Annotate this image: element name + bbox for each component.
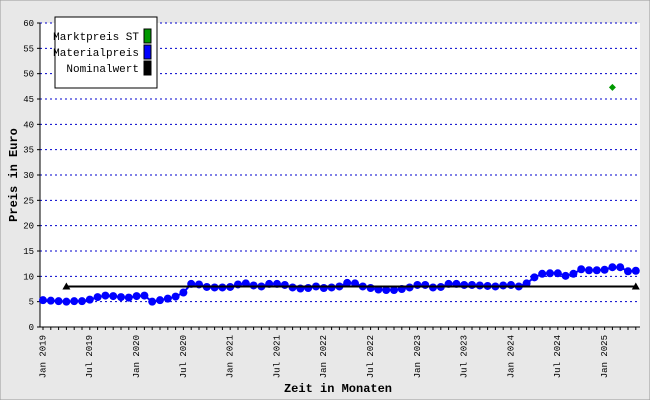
data-point bbox=[280, 280, 289, 289]
data-point bbox=[475, 281, 484, 290]
y-tick-label: 50 bbox=[23, 70, 34, 80]
legend-swatch bbox=[143, 44, 152, 60]
data-point bbox=[382, 286, 391, 295]
data-point bbox=[507, 280, 515, 289]
data-point bbox=[319, 283, 328, 292]
data-point bbox=[148, 297, 157, 306]
data-point bbox=[249, 281, 258, 290]
y-tick-label: 5 bbox=[29, 298, 34, 308]
data-point bbox=[241, 279, 250, 288]
data-point bbox=[93, 293, 102, 302]
data-point bbox=[631, 266, 640, 275]
legend-box bbox=[54, 16, 158, 89]
data-point bbox=[171, 292, 180, 301]
x-tick-label: Jul 2022 bbox=[366, 335, 376, 378]
x-tick-label: Jul 2021 bbox=[272, 335, 282, 378]
data-point bbox=[366, 283, 375, 292]
data-point bbox=[546, 269, 554, 278]
legend-label: Materialpreis bbox=[53, 48, 139, 60]
x-tick-label: Jul 2020 bbox=[179, 335, 189, 378]
data-point bbox=[538, 269, 547, 278]
legend-swatch bbox=[143, 60, 152, 76]
legend-label: Nominalwert bbox=[66, 64, 139, 76]
y-tick-label: 40 bbox=[23, 120, 34, 130]
data-point bbox=[413, 280, 422, 289]
y-tick-label: 15 bbox=[23, 247, 34, 257]
legend-swatch bbox=[143, 28, 152, 44]
data-point bbox=[163, 294, 172, 303]
data-point bbox=[405, 283, 414, 292]
data-point bbox=[327, 283, 336, 292]
y-tick-label: 20 bbox=[23, 222, 34, 232]
data-point bbox=[78, 297, 86, 306]
data-point bbox=[39, 296, 47, 305]
y-tick-label: 10 bbox=[23, 272, 34, 282]
legend-label: Marktpreis ST bbox=[53, 32, 139, 44]
data-point bbox=[304, 283, 313, 292]
data-point bbox=[390, 286, 398, 295]
data-point bbox=[592, 266, 601, 275]
data-point bbox=[85, 295, 94, 304]
data-point bbox=[351, 279, 359, 288]
x-tick-label: Jan 2021 bbox=[226, 335, 236, 378]
data-point bbox=[156, 296, 164, 305]
data-point bbox=[569, 269, 578, 278]
x-tick-label: Jan 2020 bbox=[132, 335, 142, 378]
data-point bbox=[218, 283, 227, 292]
y-tick-label: 0 bbox=[29, 323, 34, 333]
data-point bbox=[62, 297, 71, 306]
data-point bbox=[343, 278, 352, 287]
data-point bbox=[553, 269, 562, 278]
data-point bbox=[608, 83, 616, 91]
data-point bbox=[117, 293, 125, 302]
data-point bbox=[62, 282, 71, 290]
x-tick-label: Jul 2023 bbox=[460, 335, 470, 378]
data-point bbox=[561, 271, 570, 280]
x-tick-label: Jan 2025 bbox=[600, 335, 610, 378]
x-tick-label: Jul 2024 bbox=[553, 335, 563, 378]
data-point bbox=[101, 291, 110, 300]
data-point bbox=[499, 281, 508, 290]
data-point bbox=[70, 297, 79, 306]
data-point bbox=[631, 282, 640, 290]
data-point bbox=[522, 279, 531, 288]
data-point bbox=[54, 297, 63, 306]
data-point bbox=[288, 283, 297, 292]
y-tick-label: 55 bbox=[23, 44, 34, 54]
data-point bbox=[530, 273, 539, 282]
data-point bbox=[460, 280, 469, 289]
data-point bbox=[585, 266, 593, 275]
data-point bbox=[124, 293, 133, 302]
x-tick-label: Jan 2023 bbox=[413, 335, 423, 378]
y-tick-label: 30 bbox=[23, 171, 34, 181]
x-tick-label: Jan 2019 bbox=[38, 335, 48, 378]
y-tick-label: 45 bbox=[23, 95, 34, 105]
data-point bbox=[374, 285, 383, 294]
x-tick-label: Jul 2019 bbox=[85, 335, 95, 378]
data-point bbox=[624, 267, 632, 276]
data-point bbox=[140, 291, 149, 300]
data-point bbox=[421, 280, 430, 289]
y-tick-label: 35 bbox=[23, 146, 34, 156]
data-point bbox=[429, 283, 437, 292]
data-point bbox=[608, 263, 617, 272]
data-point bbox=[600, 265, 609, 274]
data-point bbox=[210, 283, 219, 292]
data-point bbox=[577, 265, 586, 274]
y-tick-label: 25 bbox=[23, 196, 34, 206]
data-point bbox=[132, 292, 141, 301]
data-point bbox=[616, 263, 625, 272]
data-point bbox=[468, 280, 476, 289]
x-axis-label: Zeit in Monaten bbox=[284, 382, 392, 396]
y-axis-label: Preis in Euro bbox=[7, 128, 21, 222]
data-point bbox=[46, 296, 55, 305]
y-tick-label: 60 bbox=[23, 19, 34, 29]
data-point bbox=[109, 292, 118, 301]
x-tick-label: Jan 2024 bbox=[506, 335, 516, 378]
x-tick-label: Jan 2022 bbox=[319, 335, 329, 378]
data-point bbox=[179, 288, 188, 297]
